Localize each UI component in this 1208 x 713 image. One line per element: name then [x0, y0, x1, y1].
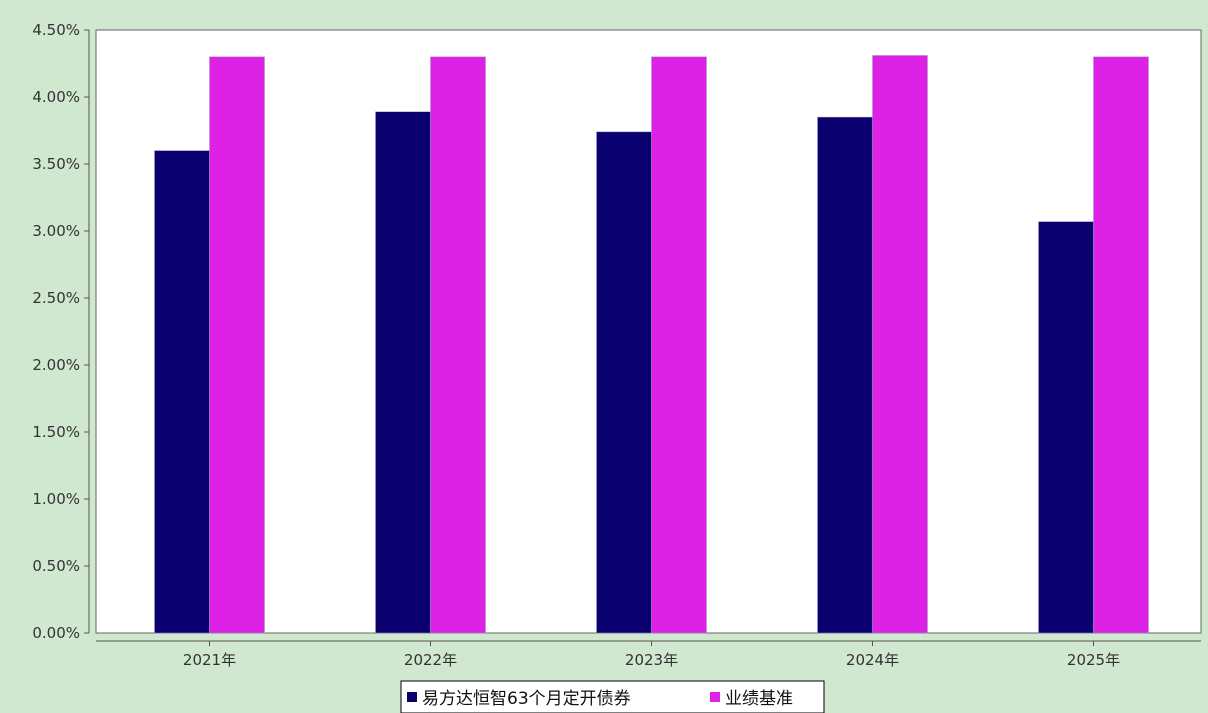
bar-fund-3: [596, 131, 652, 634]
legend-swatch-benchmark: [710, 692, 720, 702]
bar-benchmark-2: [430, 56, 486, 634]
bar-fund-4: [817, 116, 873, 634]
x-tick-label: 2021年: [183, 651, 236, 669]
x-tick-label: 2024年: [846, 651, 899, 669]
y-axis: 0.00% 0.50% 1.00% 1.50% 2.00% 2.50% 3.00% 3.50%…: [32, 21, 90, 642]
y-tick-label: 1.00%: [32, 490, 80, 508]
legend-label-fund: 易方达恒智63个月定开债券: [422, 689, 631, 709]
y-tick-label: 2.50%: [32, 289, 80, 307]
x-tick-label: 2022年: [404, 651, 457, 669]
bar-fund-5: [1038, 221, 1094, 634]
y-tick-label: 3.00%: [32, 222, 80, 240]
bar-benchmark-4: [872, 55, 928, 634]
legend: 易方达恒智63个月定开债券 业绩基准: [400, 680, 825, 713]
y-tick-label: 4.00%: [32, 88, 80, 106]
bar-fund-2: [375, 111, 431, 634]
legend-swatch-fund: [407, 692, 417, 702]
y-tick-label: 3.50%: [32, 155, 80, 173]
bar-benchmark-1: [209, 56, 265, 634]
y-tick-label: 2.00%: [32, 356, 80, 374]
bars-group: [154, 55, 1149, 634]
bar-fund-1: [154, 150, 210, 634]
y-tick-label: 0.50%: [32, 557, 80, 575]
x-axis: 2021年 2022年 2023年 2024年 2025年: [96, 640, 1201, 669]
bar-benchmark-5: [1093, 56, 1149, 634]
legend-box: [400, 680, 825, 713]
legend-label-benchmark: 业绩基准: [725, 689, 793, 709]
y-tick-label: 4.50%: [32, 21, 80, 39]
y-tick-label: 1.50%: [32, 423, 80, 441]
x-tick-label: 2025年: [1067, 651, 1120, 669]
y-tick-label: 0.00%: [32, 624, 80, 642]
bar-benchmark-3: [651, 56, 707, 634]
x-tick-label: 2023年: [625, 651, 678, 669]
